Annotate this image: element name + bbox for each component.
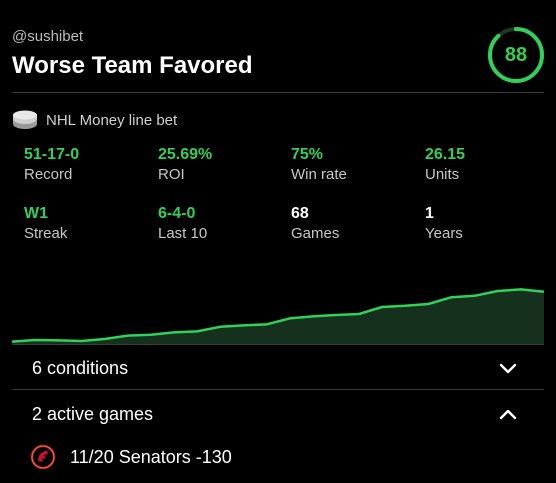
stat-value: W1 (24, 205, 48, 222)
user-handle[interactable]: @sushibet (12, 28, 84, 45)
stat-value: 6-4-0 (158, 205, 196, 222)
chart-area (12, 289, 544, 344)
stat-value: 25.69% (158, 146, 213, 163)
stat-roi: 25.69% ROI (158, 146, 212, 184)
chevron-down-icon[interactable] (498, 361, 518, 375)
stat-win-rate: 75% Win rate (291, 146, 347, 184)
stat-last-10: 6-4-0 Last 10 (158, 205, 207, 243)
score-badge: 88 (487, 26, 545, 84)
stat-label: Games (291, 225, 340, 242)
stat-label: Units (425, 166, 460, 183)
divider (12, 344, 544, 345)
divider (12, 389, 544, 390)
score-ring-icon (488, 27, 544, 83)
bet-type: NHL Money line bet (12, 110, 177, 130)
stat-value: 1 (425, 205, 434, 222)
chevron-up-icon[interactable] (498, 407, 518, 421)
coin-stack-icon (13, 110, 37, 129)
stat-record: 51-17-0 Record (24, 146, 79, 184)
stat-years: 1 Years (425, 205, 463, 243)
stat-label: Win rate (291, 166, 347, 183)
active-games-toggle[interactable]: 2 active games (0, 392, 556, 436)
game-text: 11/20 Senators -130 (70, 446, 232, 467)
active-games-label: 2 active games (32, 403, 154, 424)
stat-label: Streak (24, 225, 68, 242)
stat-label: Last 10 (158, 225, 208, 242)
stat-value: 75% (291, 146, 324, 163)
divider (12, 92, 544, 93)
chart-line (11, 288, 545, 343)
stat-units: 26.15 Units (425, 146, 465, 184)
page-title: Worse Team Favored (12, 52, 253, 79)
score-value: 88 (504, 44, 528, 66)
conditions-label: 6 conditions (32, 357, 129, 378)
stat-value: 51-17-0 (24, 146, 80, 163)
stat-label: ROI (158, 166, 185, 183)
game-item[interactable]: 11/20 Senators -130 (30, 444, 232, 470)
units-chart (11, 288, 545, 344)
stat-games: 68 Games (291, 205, 339, 243)
stat-value: 26.15 (425, 146, 466, 163)
stat-streak: W1 Streak (24, 205, 67, 243)
conditions-toggle[interactable]: 6 conditions (0, 346, 556, 390)
stat-value: 68 (291, 205, 309, 222)
senators-logo-icon (30, 444, 56, 470)
stat-label: Years (425, 225, 463, 242)
bet-type-label: NHL Money line bet (46, 111, 178, 129)
stat-label: Record (24, 166, 73, 183)
